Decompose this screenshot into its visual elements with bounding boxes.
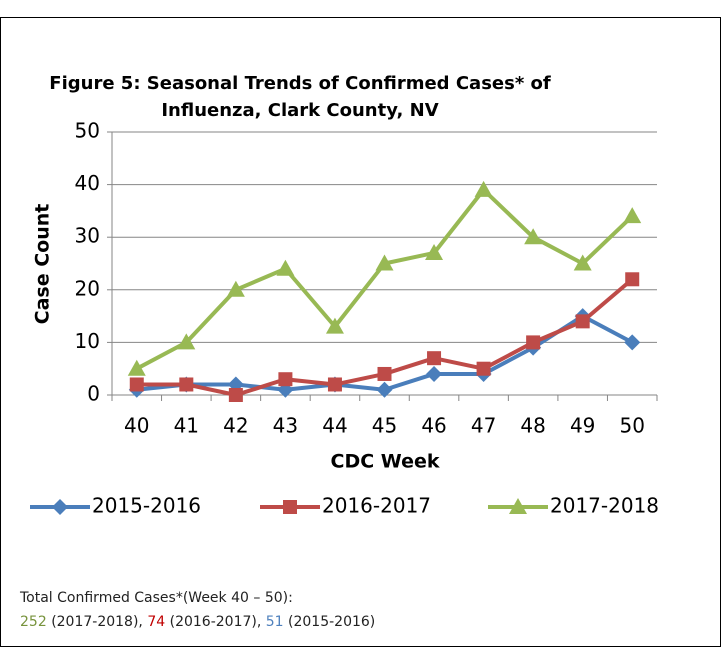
x-tick-label: 41 (174, 414, 199, 438)
x-tick-label: 49 (570, 414, 595, 438)
marker (228, 388, 243, 402)
marker (476, 361, 491, 376)
footer-heading: Total Confirmed Cases*(Week 40 – 50): (20, 590, 293, 606)
marker (377, 366, 392, 381)
chart: Figure 5: Seasonal Trends of Confirmed C… (30, 73, 659, 518)
total-label: (2016-2017), (169, 614, 262, 630)
y-tick-label: 40 (75, 171, 100, 195)
legend-label: 2017-2018 (550, 494, 659, 518)
marker (524, 228, 543, 245)
total-label: (2015-2016) (288, 614, 376, 630)
marker (625, 272, 640, 287)
legend-item: 2017-2018 (488, 494, 659, 518)
marker (226, 280, 245, 297)
x-tick-label: 42 (223, 414, 248, 438)
y-tick-label: 0 (87, 382, 100, 406)
x-axis-title: CDC Week (331, 451, 440, 473)
marker (526, 335, 541, 350)
marker (623, 207, 642, 224)
x-tick-label: 44 (322, 414, 347, 438)
series-line (135, 187, 634, 371)
legend-label: 2016-2017 (322, 494, 431, 518)
marker (573, 254, 592, 271)
total-value: 51 (265, 614, 284, 630)
y-tick-label: 20 (75, 276, 100, 300)
marker (427, 351, 442, 366)
marker (179, 377, 194, 392)
marker (575, 314, 590, 329)
y-axis-title: Case Count (32, 204, 54, 325)
x-tick-label: 40 (124, 414, 149, 438)
y-tick-label: 50 (75, 119, 100, 143)
total-value: 252 (20, 614, 47, 630)
x-tick-label: 45 (372, 414, 397, 438)
legend-marker (52, 499, 68, 515)
marker (127, 359, 146, 376)
marker (624, 334, 641, 351)
total-label: (2017-2018), (51, 614, 143, 630)
x-tick-label: 50 (620, 414, 645, 438)
y-tick-label: 10 (75, 329, 100, 353)
chart-title: Influenza, Clark County, NV (161, 100, 438, 121)
footer: Total Confirmed Cases*(Week 40 – 50): 25… (20, 586, 375, 634)
marker (425, 243, 444, 260)
marker (177, 333, 196, 350)
x-tick-label: 46 (421, 414, 446, 438)
footer-totals: 252 (2017-2018), 74 (2016-2017), 51 (201… (20, 610, 375, 634)
legend-marker (509, 498, 527, 514)
marker (474, 180, 493, 197)
marker (129, 377, 144, 392)
legend-item: 2016-2017 (260, 494, 431, 518)
chart-title: Figure 5: Seasonal Trends of Confirmed C… (49, 73, 551, 94)
legend-label: 2015-2016 (92, 494, 201, 518)
y-tick-label: 30 (75, 224, 100, 248)
legend-item: 2015-2016 (30, 494, 201, 518)
marker (278, 372, 293, 387)
x-tick-label: 43 (273, 414, 298, 438)
marker (327, 377, 342, 392)
x-tick-label: 47 (471, 414, 496, 438)
marker (376, 381, 393, 398)
marker (375, 254, 394, 271)
marker (325, 317, 344, 334)
x-tick-label: 48 (520, 414, 545, 438)
marker (276, 259, 295, 276)
total-value: 74 (147, 614, 166, 630)
marker (426, 365, 443, 382)
legend-marker (283, 500, 297, 514)
